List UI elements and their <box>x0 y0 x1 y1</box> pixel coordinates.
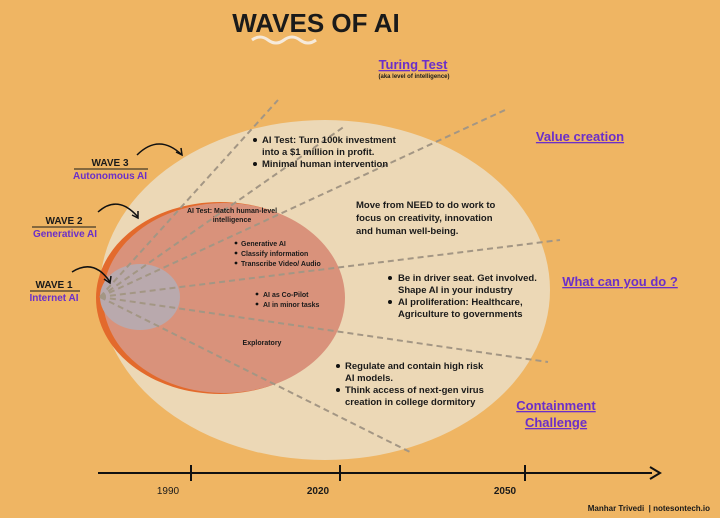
bullet <box>234 241 238 245</box>
wave1-region <box>100 264 180 330</box>
note: Shape AI in your industry <box>398 285 513 296</box>
timeline-arrow <box>649 466 662 480</box>
wave-labels: WAVE 3 Autonomous AI WAVE 2 Generative A… <box>29 158 148 304</box>
bullet <box>253 162 257 166</box>
arrowhead <box>131 211 139 220</box>
wave-label: WAVE 1 <box>35 280 72 291</box>
note: focus on creativity, innovation <box>356 213 493 224</box>
note: Classify information <box>241 251 308 258</box>
value-creation-notes: Move from NEED to do work to focus on cr… <box>356 200 496 237</box>
bullet <box>253 138 257 142</box>
wave-name: Generative AI <box>33 229 97 240</box>
wave2-region <box>103 203 345 393</box>
note: AI Test: Match human-level <box>187 208 277 215</box>
note: Think access of next-gen virus <box>345 385 484 396</box>
dashed-line <box>99 109 506 298</box>
bullet <box>388 276 392 280</box>
wave2-notes: AI Test: Match human-level intelligence … <box>187 208 321 268</box>
wave-name: Internet AI <box>29 293 78 304</box>
arrowhead <box>175 147 183 157</box>
note: AI proliferation: Healthcare, <box>398 297 523 308</box>
note: Agriculture to governments <box>398 309 523 320</box>
bullet <box>255 292 259 296</box>
timeline: 1990 2020 2050 <box>98 465 662 497</box>
note: intelligence <box>213 217 252 224</box>
containment-notes: Regulate and contain high risk AI models… <box>336 361 484 408</box>
note: AI Test: Turn 100k investment <box>262 135 397 146</box>
note: AI as Co-Pilot <box>263 292 309 299</box>
value-creation: Value creation <box>536 129 624 144</box>
note: Transcribe Video/ Audio <box>241 261 321 268</box>
wave1-notes: AI as Co-Pilot AI in minor tasks Explora… <box>243 292 320 347</box>
note: creation in college dormitory <box>345 397 476 408</box>
turing-note: (aka level of intelligence) <box>378 74 449 80</box>
note: Regulate and contain high risk <box>345 361 484 372</box>
bullet <box>255 302 259 306</box>
wave-name: Autonomous AI <box>73 171 147 182</box>
note: AI models. <box>345 373 393 384</box>
bullet <box>388 300 392 304</box>
what-can-you-do-notes: Be in driver seat. Get involved. Shape A… <box>388 273 537 320</box>
dashed-line <box>99 296 549 363</box>
turing-test: Turing Test <box>379 57 449 72</box>
wave-label: WAVE 2 <box>45 216 82 227</box>
bullet <box>336 364 340 368</box>
bullet <box>234 261 238 265</box>
note: and human well-being. <box>356 226 458 237</box>
arrow <box>71 266 111 283</box>
arrow <box>136 143 183 156</box>
footer: Manhar Trivedi | notesontech.io <box>588 504 710 513</box>
dashed-line <box>99 239 561 298</box>
note: Generative AI <box>241 241 286 248</box>
note: into a $1 million in profit. <box>262 147 374 158</box>
note: AI in minor tasks <box>263 302 320 309</box>
arrowhead <box>103 275 112 285</box>
arrow <box>97 203 139 218</box>
note: Minimal human intervention <box>262 159 388 170</box>
timeline-label: 1990 <box>157 486 180 497</box>
bullet <box>336 388 340 392</box>
what-can-you-do: What can you do ? <box>562 274 678 289</box>
note: Move from NEED to do work to <box>356 200 496 211</box>
direction-lines <box>99 99 561 453</box>
timeline-label: 2050 <box>494 486 517 497</box>
stage: Exploratory <box>243 340 282 347</box>
wave3-notes: AI Test: Turn 100k investment into a $1 … <box>253 135 397 170</box>
timeline-label: 2020 <box>307 486 330 497</box>
title: WAVES OF AI <box>232 8 400 38</box>
containment: Containment <box>516 398 596 413</box>
note: Be in driver seat. Get involved. <box>398 273 537 284</box>
bullet <box>234 251 238 255</box>
dashed-line <box>99 99 279 298</box>
dashed-line <box>99 296 411 453</box>
challenge: Challenge <box>525 415 587 430</box>
title-squiggle <box>251 35 317 45</box>
wave-label: WAVE 3 <box>91 158 128 169</box>
wave-arrows <box>71 143 183 285</box>
